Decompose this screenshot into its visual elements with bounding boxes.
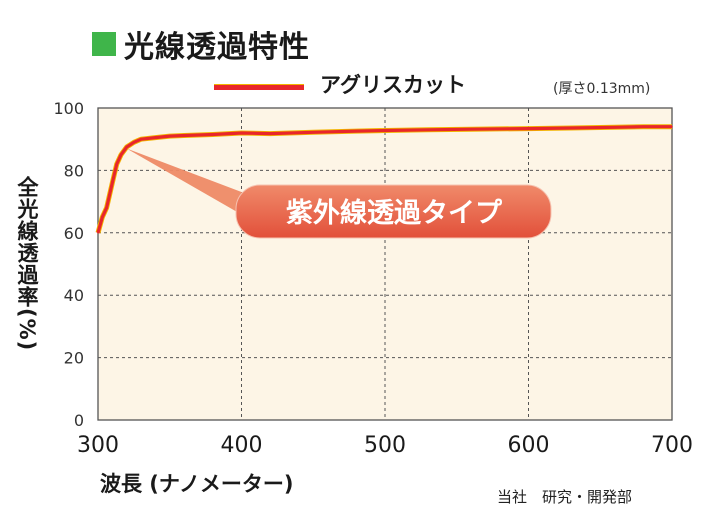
y-tick-label: 100 — [53, 99, 84, 118]
grid-lines — [98, 108, 672, 420]
data-point — [154, 136, 157, 139]
callout-pointer — [126, 148, 258, 224]
data-point — [642, 125, 645, 128]
data-point — [384, 129, 386, 132]
data-point — [111, 182, 114, 184]
data-point — [105, 207, 108, 209]
thickness-note: (厚さ0.13mm) — [553, 81, 651, 97]
title-marker-square — [92, 32, 116, 56]
data-point — [115, 163, 118, 165]
data-point — [427, 129, 429, 131]
data-point — [269, 132, 272, 135]
callout-text: 紫外線透過タイプ — [286, 197, 503, 229]
x-tick-label: 500 — [364, 433, 406, 458]
chart-title: 光線透過特性 — [124, 30, 310, 65]
data-point — [133, 141, 135, 144]
data-point — [140, 138, 142, 140]
data-point — [527, 127, 530, 130]
y-tick-label: 60 — [64, 224, 84, 243]
callout-box — [235, 184, 552, 239]
x-tick-label: 700 — [651, 433, 693, 458]
y-tick-label: 40 — [64, 286, 84, 305]
legend-label: アグリスカット — [320, 73, 466, 97]
tick-labels: 0 20 40 60 80 100 300 400 500 600 700 — [53, 99, 693, 458]
data-point — [212, 133, 214, 136]
data-point — [240, 132, 243, 134]
data-point — [312, 131, 315, 134]
x-tick-label: 400 — [221, 433, 263, 458]
legend-line-swatch — [214, 84, 304, 90]
data-point — [125, 146, 128, 148]
data-point — [101, 216, 104, 218]
data-point — [120, 154, 122, 156]
data-point — [570, 127, 573, 129]
y-axis-label: 全光線透過率(%) — [15, 176, 39, 352]
series-group — [95, 124, 673, 234]
y-tick-label: 0 — [74, 411, 84, 430]
data-point — [183, 134, 185, 137]
source-credit: 当社 研究・開発部 — [497, 488, 633, 506]
chart-title-row: 光線透過特性 — [92, 22, 310, 66]
data-point — [613, 126, 616, 129]
x-axis-label: 波長 (ナノメーター) — [100, 472, 294, 496]
data-point — [355, 130, 358, 132]
data-point — [97, 232, 99, 234]
plot-frame — [97, 107, 673, 421]
y-tick-label: 20 — [64, 349, 84, 368]
y-tick-label: 80 — [64, 161, 84, 180]
annotation-callout: 紫外線透過タイプ — [126, 148, 552, 239]
x-tick-label: 300 — [77, 433, 119, 458]
data-point — [168, 135, 171, 137]
data-point — [470, 128, 472, 131]
x-tick-label: 600 — [508, 433, 550, 458]
data-point — [671, 125, 673, 128]
